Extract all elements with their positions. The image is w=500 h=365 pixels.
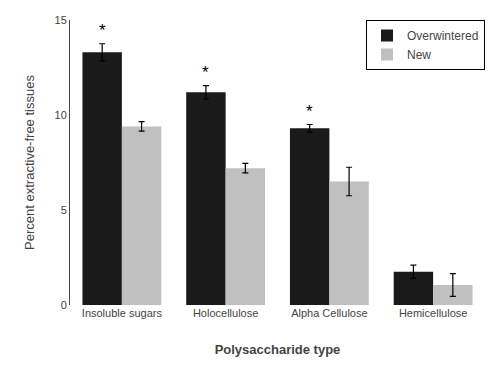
svg-text:*: * xyxy=(306,102,313,121)
svg-text:Overwintered: Overwintered xyxy=(407,29,478,43)
svg-text:5: 5 xyxy=(61,204,67,216)
svg-text:Holocellulose: Holocellulose xyxy=(193,307,258,319)
svg-text:*: * xyxy=(99,21,106,40)
svg-text:Polysaccharide type: Polysaccharide type xyxy=(215,342,341,357)
svg-text:Hemicellulose: Hemicellulose xyxy=(399,307,467,319)
svg-text:Percent extractive-free tissue: Percent extractive-free tissues xyxy=(22,75,37,250)
svg-text:Insoluble sugars: Insoluble sugars xyxy=(82,307,163,319)
svg-text:10: 10 xyxy=(55,109,67,121)
svg-text:0: 0 xyxy=(61,299,67,311)
svg-text:Alpha Cellulose: Alpha Cellulose xyxy=(291,307,367,319)
svg-text:15: 15 xyxy=(55,14,67,26)
svg-text:*: * xyxy=(202,63,209,82)
svg-text:New: New xyxy=(407,48,431,62)
